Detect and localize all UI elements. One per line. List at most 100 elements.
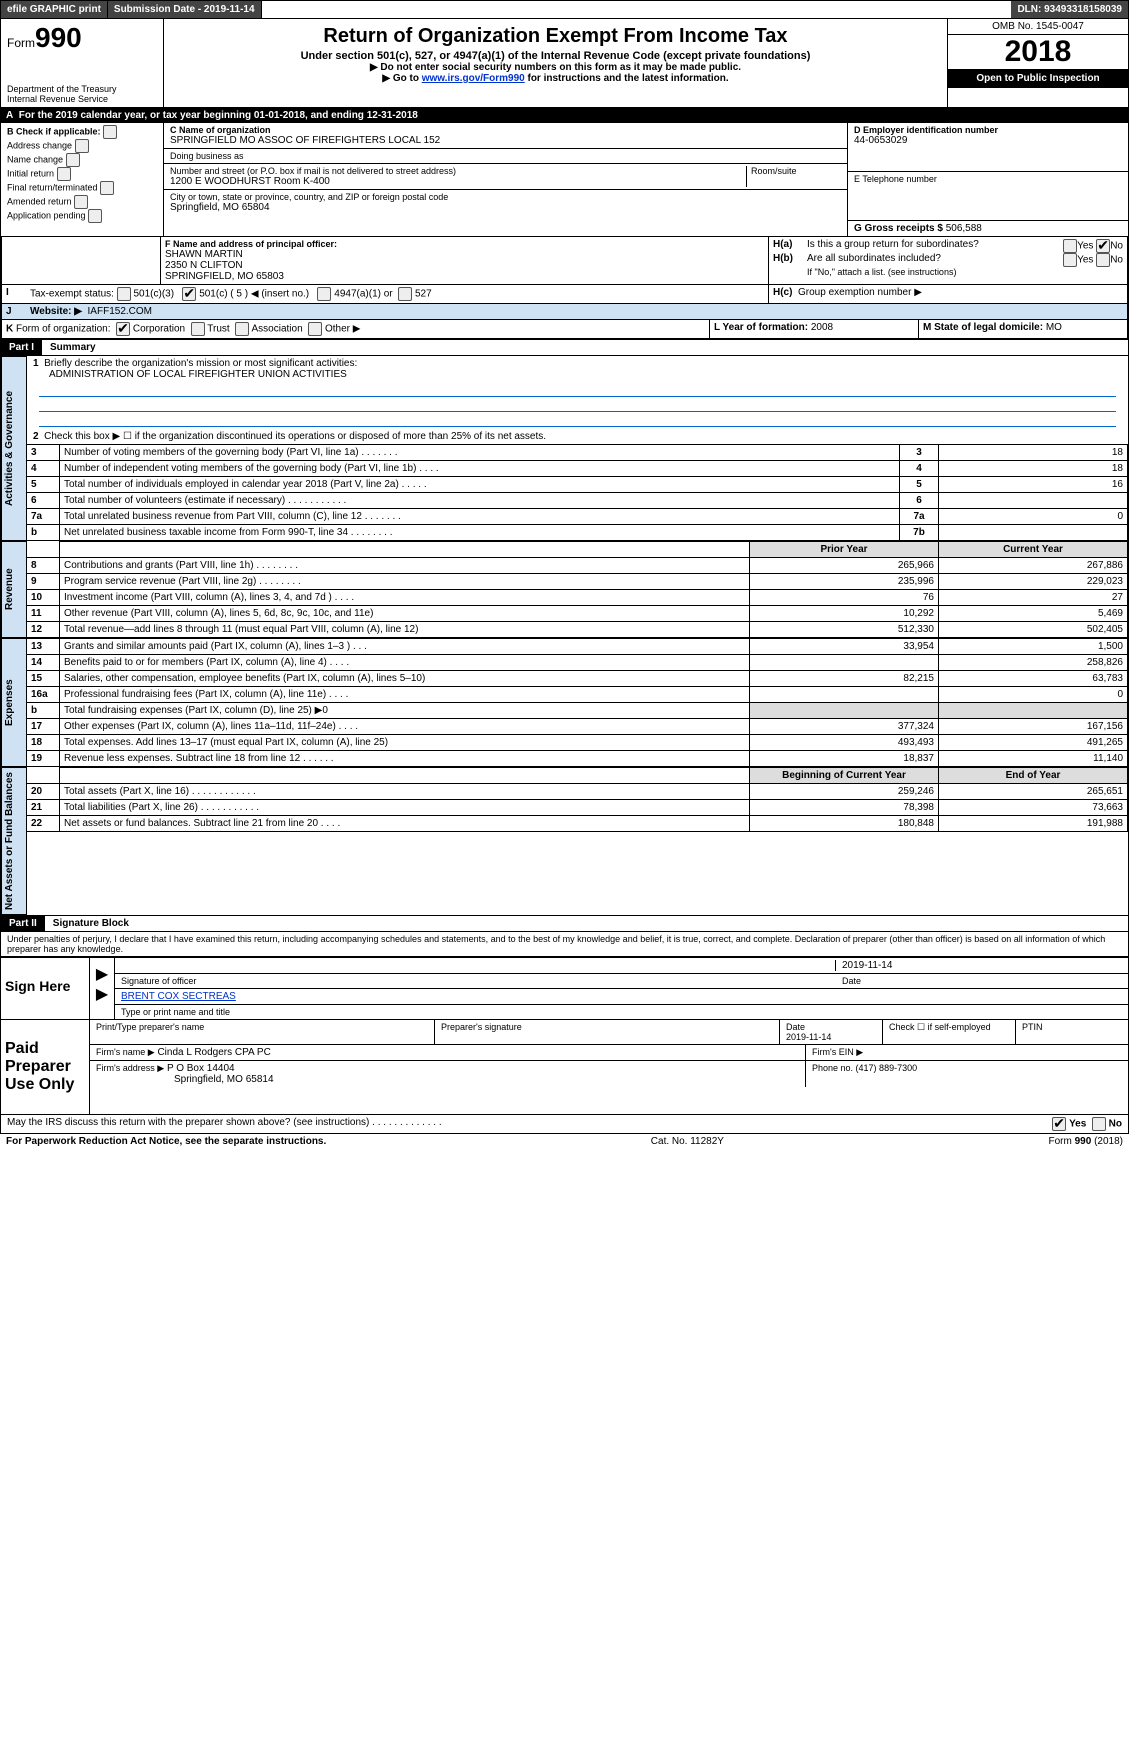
- table-row: 4Number of independent voting members of…: [27, 461, 1128, 477]
- form-word: Form: [7, 36, 35, 50]
- firm-addr1: P O Box 14404: [167, 1063, 235, 1074]
- box-f-label: F Name and address of principal officer:: [165, 239, 764, 249]
- dept-line2: Internal Revenue Service: [7, 94, 157, 104]
- mission: ADMINISTRATION OF LOCAL FIREFIGHTER UNIO…: [33, 369, 347, 380]
- table-row: 14Benefits paid to or for members (Part …: [27, 655, 1128, 671]
- box-b: B Check if applicable: Address change Na…: [1, 123, 164, 236]
- ptin-label: PTIN: [1016, 1020, 1128, 1044]
- sign-here-block: Sign Here ▶▶ 2019-11-14 Signature of off…: [0, 957, 1129, 1020]
- prep-sig-label: Preparer's signature: [435, 1020, 780, 1044]
- ha-yes-checkbox[interactable]: [1063, 239, 1077, 253]
- table-row: 22Net assets or fund balances. Subtract …: [27, 816, 1128, 832]
- city: Springfield, MO 65804: [170, 202, 841, 213]
- table-row: 9Program service revenue (Part VIII, lin…: [27, 574, 1128, 590]
- line-a-period: A For the 2019 calendar year, or tax yea…: [0, 108, 1129, 123]
- boxb-option: Amended return: [7, 195, 157, 209]
- ha-label: Is this a group return for subordinates?: [807, 239, 1063, 253]
- 501c-checkbox[interactable]: [182, 287, 196, 301]
- org-name: SPRINGFIELD MO ASSOC OF FIREFIGHTERS LOC…: [170, 135, 841, 146]
- irs-link[interactable]: www.irs.gov/Form990: [422, 73, 525, 84]
- hb-label: Are all subordinates included?: [807, 253, 1063, 267]
- tax-year: 2018: [948, 35, 1128, 69]
- form-number: 990: [35, 22, 82, 53]
- k-assoc-checkbox[interactable]: [235, 322, 249, 336]
- instr-link: ▶ Go to www.irs.gov/Form990 for instruct…: [168, 73, 943, 84]
- dln: DLN: 93493318158039: [1011, 1, 1128, 18]
- vert-section: Revenue: [1, 541, 27, 638]
- table-row: 17Other expenses (Part IX, column (A), l…: [27, 719, 1128, 735]
- form-title: Return of Organization Exempt From Incom…: [168, 25, 943, 48]
- table-row: 21Total liabilities (Part X, line 26) . …: [27, 800, 1128, 816]
- box-e-label: E Telephone number: [854, 174, 1122, 184]
- boxb-option: Final return/terminated: [7, 181, 157, 195]
- form-header: Form990 Department of the Treasury Inter…: [0, 19, 1129, 108]
- hb-note: If "No," attach a list. (see instruction…: [773, 267, 1123, 277]
- street: 1200 E WOODHURST Room K-400: [170, 176, 746, 187]
- sig-date: 2019-11-14: [835, 960, 1122, 971]
- box-k-label: Form of organization:: [16, 324, 111, 335]
- discuss-yes-checkbox[interactable]: [1052, 1117, 1066, 1131]
- 527-checkbox[interactable]: [398, 287, 412, 301]
- top-bar: efile GRAPHIC print Submission Date - 20…: [0, 0, 1129, 19]
- footer-left: For Paperwork Reduction Act Notice, see …: [6, 1136, 326, 1147]
- penalty-text: Under penalties of perjury, I declare th…: [0, 932, 1129, 957]
- boxb-option: Name change: [7, 153, 157, 167]
- officer-name: SHAWN MARTIN: [165, 249, 764, 260]
- hb-yes-checkbox[interactable]: [1063, 253, 1077, 267]
- dept-line1: Department of the Treasury: [7, 84, 157, 94]
- table-row: 6Total number of volunteers (estimate if…: [27, 493, 1128, 509]
- discuss-row: May the IRS discuss this return with the…: [0, 1115, 1129, 1134]
- checkbox-icon[interactable]: [103, 125, 117, 139]
- k-other-checkbox[interactable]: [308, 322, 322, 336]
- footer-mid: Cat. No. 11282Y: [651, 1136, 724, 1147]
- part2-header: Part II Signature Block: [0, 915, 1129, 932]
- table-row: bNet unrelated business taxable income f…: [27, 525, 1128, 541]
- 4947-checkbox[interactable]: [317, 287, 331, 301]
- sig-officer-label: Signature of officer: [121, 976, 836, 986]
- part1-header: Part I Summary: [0, 339, 1129, 356]
- firm-name: Cinda L Rodgers CPA PC: [157, 1047, 270, 1058]
- box-m-label: M State of legal domicile:: [923, 322, 1046, 333]
- table-row: 10Investment income (Part VIII, column (…: [27, 590, 1128, 606]
- dba-label: Doing business as: [170, 151, 841, 161]
- table-row: 18Total expenses. Add lines 13–17 (must …: [27, 735, 1128, 751]
- line1-label: Briefly describe the organization's miss…: [44, 358, 357, 369]
- form-subtitle: Under section 501(c), 527, or 4947(a)(1)…: [168, 50, 943, 62]
- ha-no-checkbox[interactable]: [1096, 239, 1110, 253]
- boxb-option: Application pending: [7, 209, 157, 223]
- table-row: 11Other revenue (Part VIII, column (A), …: [27, 606, 1128, 622]
- efile-badge[interactable]: efile GRAPHIC print: [1, 1, 108, 18]
- sign-here-label: Sign Here: [1, 958, 90, 1019]
- table-row: 5Total number of individuals employed in…: [27, 477, 1128, 493]
- vert-section: Expenses: [1, 638, 27, 767]
- table-row: 7aTotal unrelated business revenue from …: [27, 509, 1128, 525]
- arrow-icon: ▶▶: [90, 958, 115, 1019]
- k-trust-checkbox[interactable]: [191, 322, 205, 336]
- street-label: Number and street (or P.O. box if mail i…: [170, 166, 746, 176]
- table-row: 8Contributions and grants (Part VIII, li…: [27, 558, 1128, 574]
- officer-name-title: BRENT COX SECTREAS: [115, 989, 1128, 1005]
- officer-addr1: 2350 N CLIFTON: [165, 260, 764, 271]
- firm-addr2: Springfield, MO 65814: [96, 1074, 274, 1085]
- prep-name-label: Print/Type preparer's name: [90, 1020, 435, 1044]
- table-row: 16aProfessional fundraising fees (Part I…: [27, 687, 1128, 703]
- hb-no-checkbox[interactable]: [1096, 253, 1110, 267]
- ein: 44-0653029: [854, 135, 1122, 146]
- phone: (417) 889-7300: [856, 1063, 918, 1073]
- discuss-no-checkbox[interactable]: [1092, 1117, 1106, 1131]
- paid-preparer-block: Paid Preparer Use Only Print/Type prepar…: [0, 1020, 1129, 1115]
- submission-date: Submission Date - 2019-11-14: [108, 1, 262, 18]
- self-employed: Check ☐ if self-employed: [883, 1020, 1016, 1044]
- paid-preparer-label: Paid Preparer Use Only: [1, 1020, 90, 1114]
- footer-right: Form 990 (2018): [1049, 1136, 1123, 1147]
- instr-ssn: ▶ Do not enter social security numbers o…: [168, 62, 943, 73]
- room-label: Room/suite: [751, 166, 841, 176]
- table-row: 15Salaries, other compensation, employee…: [27, 671, 1128, 687]
- box-l-label: L Year of formation:: [714, 322, 811, 333]
- 501c3-checkbox[interactable]: [117, 287, 131, 301]
- table-row: 19Revenue less expenses. Subtract line 1…: [27, 751, 1128, 767]
- name-title-label: Type or print name and title: [115, 1005, 1128, 1019]
- k-corp-checkbox[interactable]: [116, 322, 130, 336]
- vert-governance: Activities & Governance: [1, 356, 27, 541]
- website: IAFF152.COM: [88, 306, 152, 317]
